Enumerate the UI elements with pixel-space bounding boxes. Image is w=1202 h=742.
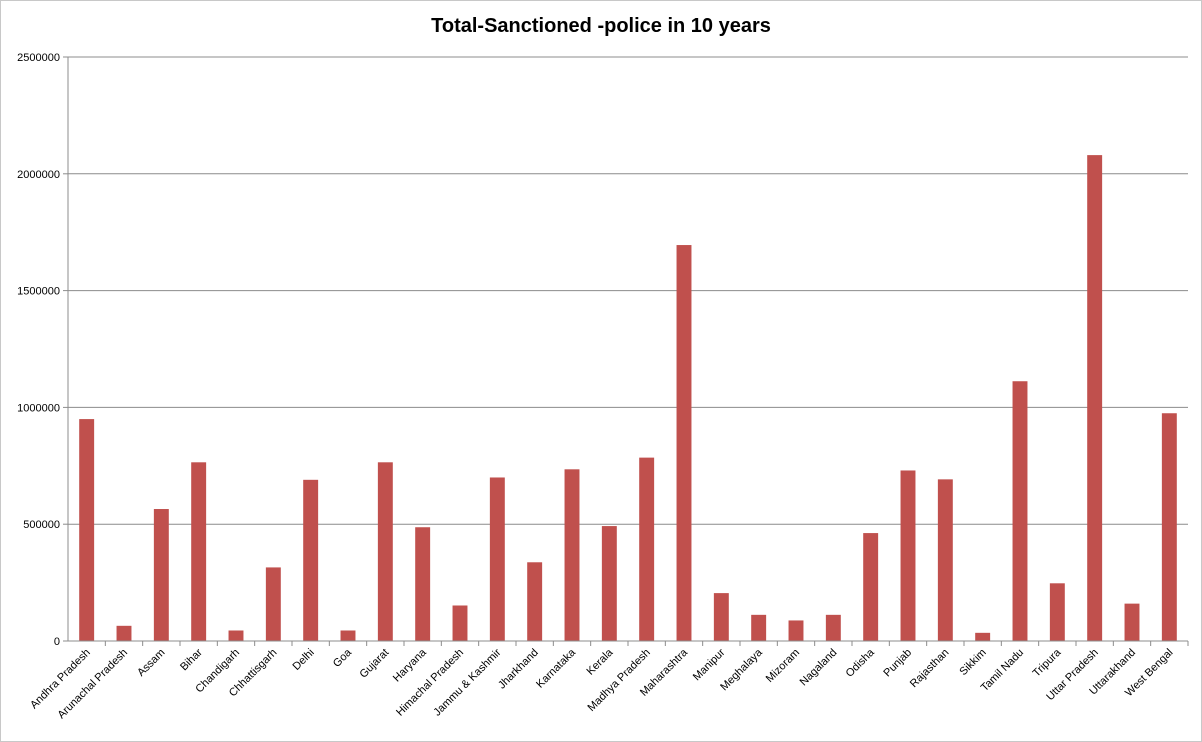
bar [489, 477, 505, 641]
bar [676, 245, 692, 641]
bar [1161, 413, 1177, 641]
bar [1049, 583, 1065, 641]
x-tick-label: Delhi [291, 647, 317, 673]
y-tick-label: 0 [54, 636, 60, 648]
x-tick-label: Mizoram [764, 647, 802, 685]
x-tick-label: Rajasthan [908, 647, 952, 691]
x-tick-label: Tripura [1031, 646, 1064, 679]
bars [79, 155, 1177, 641]
bar [975, 632, 991, 641]
bar [79, 419, 95, 641]
bar [228, 630, 244, 641]
bar [751, 614, 767, 641]
y-tick-label: 2500000 [17, 52, 60, 64]
x-tick-label: Kerala [584, 646, 616, 678]
bar [1012, 381, 1028, 641]
bar [1087, 155, 1103, 641]
x-tick-label: Bihar [178, 646, 205, 673]
bar [1124, 603, 1140, 641]
bar [601, 526, 617, 641]
bar [303, 479, 319, 641]
x-tick-label: Jammu & Kashmir [431, 646, 503, 718]
bar [788, 620, 804, 641]
x-tick-label: Goa [331, 646, 355, 670]
y-tick-label: 1500000 [17, 286, 60, 298]
bar [340, 630, 356, 641]
bar [153, 509, 169, 641]
bar [564, 469, 580, 641]
bar [900, 470, 916, 641]
bar [713, 593, 729, 641]
bar [863, 533, 879, 641]
x-tick-label: Himachal Pradesh [394, 647, 466, 719]
chart-title: Total-Sanctioned -police in 10 years [431, 15, 771, 37]
y-tick-label: 500000 [23, 519, 60, 531]
bar [415, 527, 431, 641]
x-tick-label: Jharkhand [496, 647, 541, 692]
x-tick-label: Arunachal Pradesh [55, 647, 130, 722]
y-tick-label: 2000000 [17, 169, 60, 181]
bar [639, 457, 655, 641]
bar [377, 462, 393, 641]
x-tick-label: Haryana [391, 646, 430, 685]
y-axis: 0 500000 1000000 1500000 2000000 2500000 [17, 52, 69, 648]
gridlines [68, 56, 1188, 525]
y-tick-label: 1000000 [17, 402, 60, 414]
bar [116, 625, 132, 641]
bar [937, 479, 953, 641]
bar [825, 614, 841, 641]
x-tick-label: Gujarat [357, 647, 391, 681]
x-tick-label: Sikkim [957, 647, 988, 678]
x-tick-label: Punjab [881, 647, 914, 680]
x-tick-label: Assam [135, 647, 167, 679]
bar [452, 605, 468, 641]
x-tick-label: Odisha [844, 646, 878, 680]
x-tick-label: Nagaland [798, 647, 840, 689]
bar [265, 567, 281, 641]
bar [191, 462, 207, 641]
x-tick-label: Manipur [691, 646, 728, 683]
x-tick-label: Karnataka [534, 646, 579, 691]
bar [527, 562, 543, 641]
